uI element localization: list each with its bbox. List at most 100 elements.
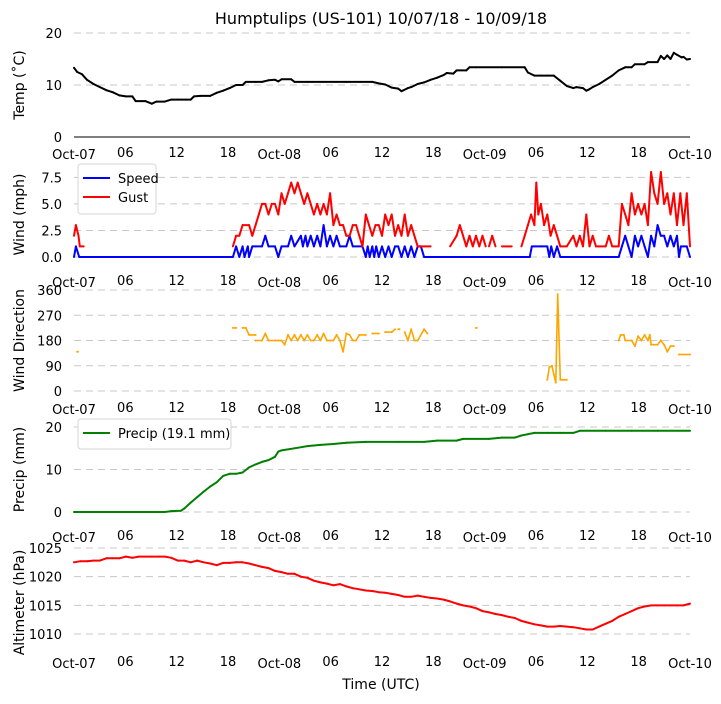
data-point xyxy=(678,256,680,258)
data-point xyxy=(397,224,400,227)
data-point xyxy=(280,192,283,195)
data-point xyxy=(306,333,309,336)
data-point xyxy=(303,202,306,205)
data-point xyxy=(533,623,536,626)
x-tick-label-alt: 18 xyxy=(220,655,237,670)
data-point xyxy=(663,343,666,346)
data-point xyxy=(565,245,568,248)
data-point xyxy=(528,256,531,258)
data-point xyxy=(261,565,263,568)
y-tick-label-dir: 270 xyxy=(37,309,62,324)
data-point xyxy=(523,234,526,237)
data-point xyxy=(387,245,390,248)
data-point xyxy=(209,485,212,488)
data-point xyxy=(462,604,465,607)
data-point xyxy=(494,245,497,248)
data-point xyxy=(653,245,656,248)
data-point xyxy=(614,245,617,248)
data-point xyxy=(468,234,471,237)
data-point xyxy=(351,339,354,342)
data-point xyxy=(537,213,540,216)
data-point xyxy=(76,71,79,73)
data-point xyxy=(371,332,374,335)
data-point xyxy=(400,90,403,93)
data-point xyxy=(598,245,601,248)
data-point xyxy=(398,328,401,331)
x-tick-label-precip: Oct-10 xyxy=(668,531,712,546)
data-point xyxy=(423,256,426,258)
data-point xyxy=(607,234,610,237)
data-point xyxy=(345,332,348,335)
data-point xyxy=(413,339,416,342)
x-tick-label-precip: Oct-09 xyxy=(463,531,507,546)
data-point xyxy=(423,440,426,443)
data-point xyxy=(682,55,685,58)
data-point xyxy=(653,192,656,195)
data-point xyxy=(248,333,251,336)
data-point xyxy=(429,245,432,248)
data-point xyxy=(562,245,565,248)
data-point xyxy=(630,192,633,195)
data-point xyxy=(481,234,484,237)
data-point xyxy=(672,51,675,54)
series-line-direction xyxy=(617,334,674,353)
x-tick-label-alt: 06 xyxy=(322,655,339,670)
data-point xyxy=(449,600,452,603)
data-point xyxy=(77,234,80,237)
data-point xyxy=(277,339,280,342)
data-point xyxy=(309,339,312,342)
data-point xyxy=(659,171,662,173)
data-point xyxy=(267,245,270,248)
data-point xyxy=(243,256,246,258)
data-point xyxy=(124,555,127,558)
data-point xyxy=(377,591,380,594)
data-point xyxy=(617,339,620,342)
data-point xyxy=(413,256,416,258)
data-point xyxy=(374,224,377,227)
x-tick-label-dir: 06 xyxy=(322,401,339,416)
data-point xyxy=(251,234,254,237)
data-point xyxy=(620,245,623,248)
data-point xyxy=(526,71,529,74)
data-point xyxy=(170,556,173,559)
data-point xyxy=(364,213,367,216)
data-point xyxy=(550,364,553,367)
series-line-gust xyxy=(231,181,431,248)
data-point xyxy=(682,604,685,607)
data-point xyxy=(530,245,533,248)
data-point xyxy=(535,181,538,184)
data-point xyxy=(287,333,289,336)
data-point xyxy=(163,100,166,103)
data-point xyxy=(329,339,332,342)
data-point xyxy=(316,234,319,237)
data-point xyxy=(306,445,309,448)
data-point xyxy=(423,328,426,331)
x-tick-label-temp: 12 xyxy=(374,146,391,161)
data-point xyxy=(189,98,192,101)
data-point xyxy=(335,213,338,216)
data-point xyxy=(241,326,244,329)
data-point xyxy=(617,69,620,72)
data-point xyxy=(368,224,370,227)
data-point xyxy=(338,583,341,586)
data-point xyxy=(277,256,280,258)
data-point xyxy=(301,245,304,248)
data-point xyxy=(591,234,594,237)
y-tick-label-wind: 7.5 xyxy=(41,171,62,186)
data-point xyxy=(640,339,643,342)
data-point xyxy=(526,621,529,624)
data-point xyxy=(666,245,669,248)
data-point xyxy=(170,510,173,513)
data-point xyxy=(646,224,649,227)
data-point xyxy=(215,564,218,567)
panel-wind: 0.0 2.5 5.0 7.5 Oct-07 06 12 18 Oct-08 06 12 18 Oct-… xyxy=(12,163,712,291)
data-point xyxy=(371,234,374,237)
data-point xyxy=(235,84,238,86)
data-point xyxy=(539,624,542,627)
x-tick-label-precip: 12 xyxy=(579,529,596,544)
x-tick-label-wind: 06 xyxy=(322,274,339,289)
data-point xyxy=(180,509,182,512)
data-point xyxy=(384,213,387,216)
data-point xyxy=(633,234,636,237)
data-point xyxy=(526,224,529,227)
